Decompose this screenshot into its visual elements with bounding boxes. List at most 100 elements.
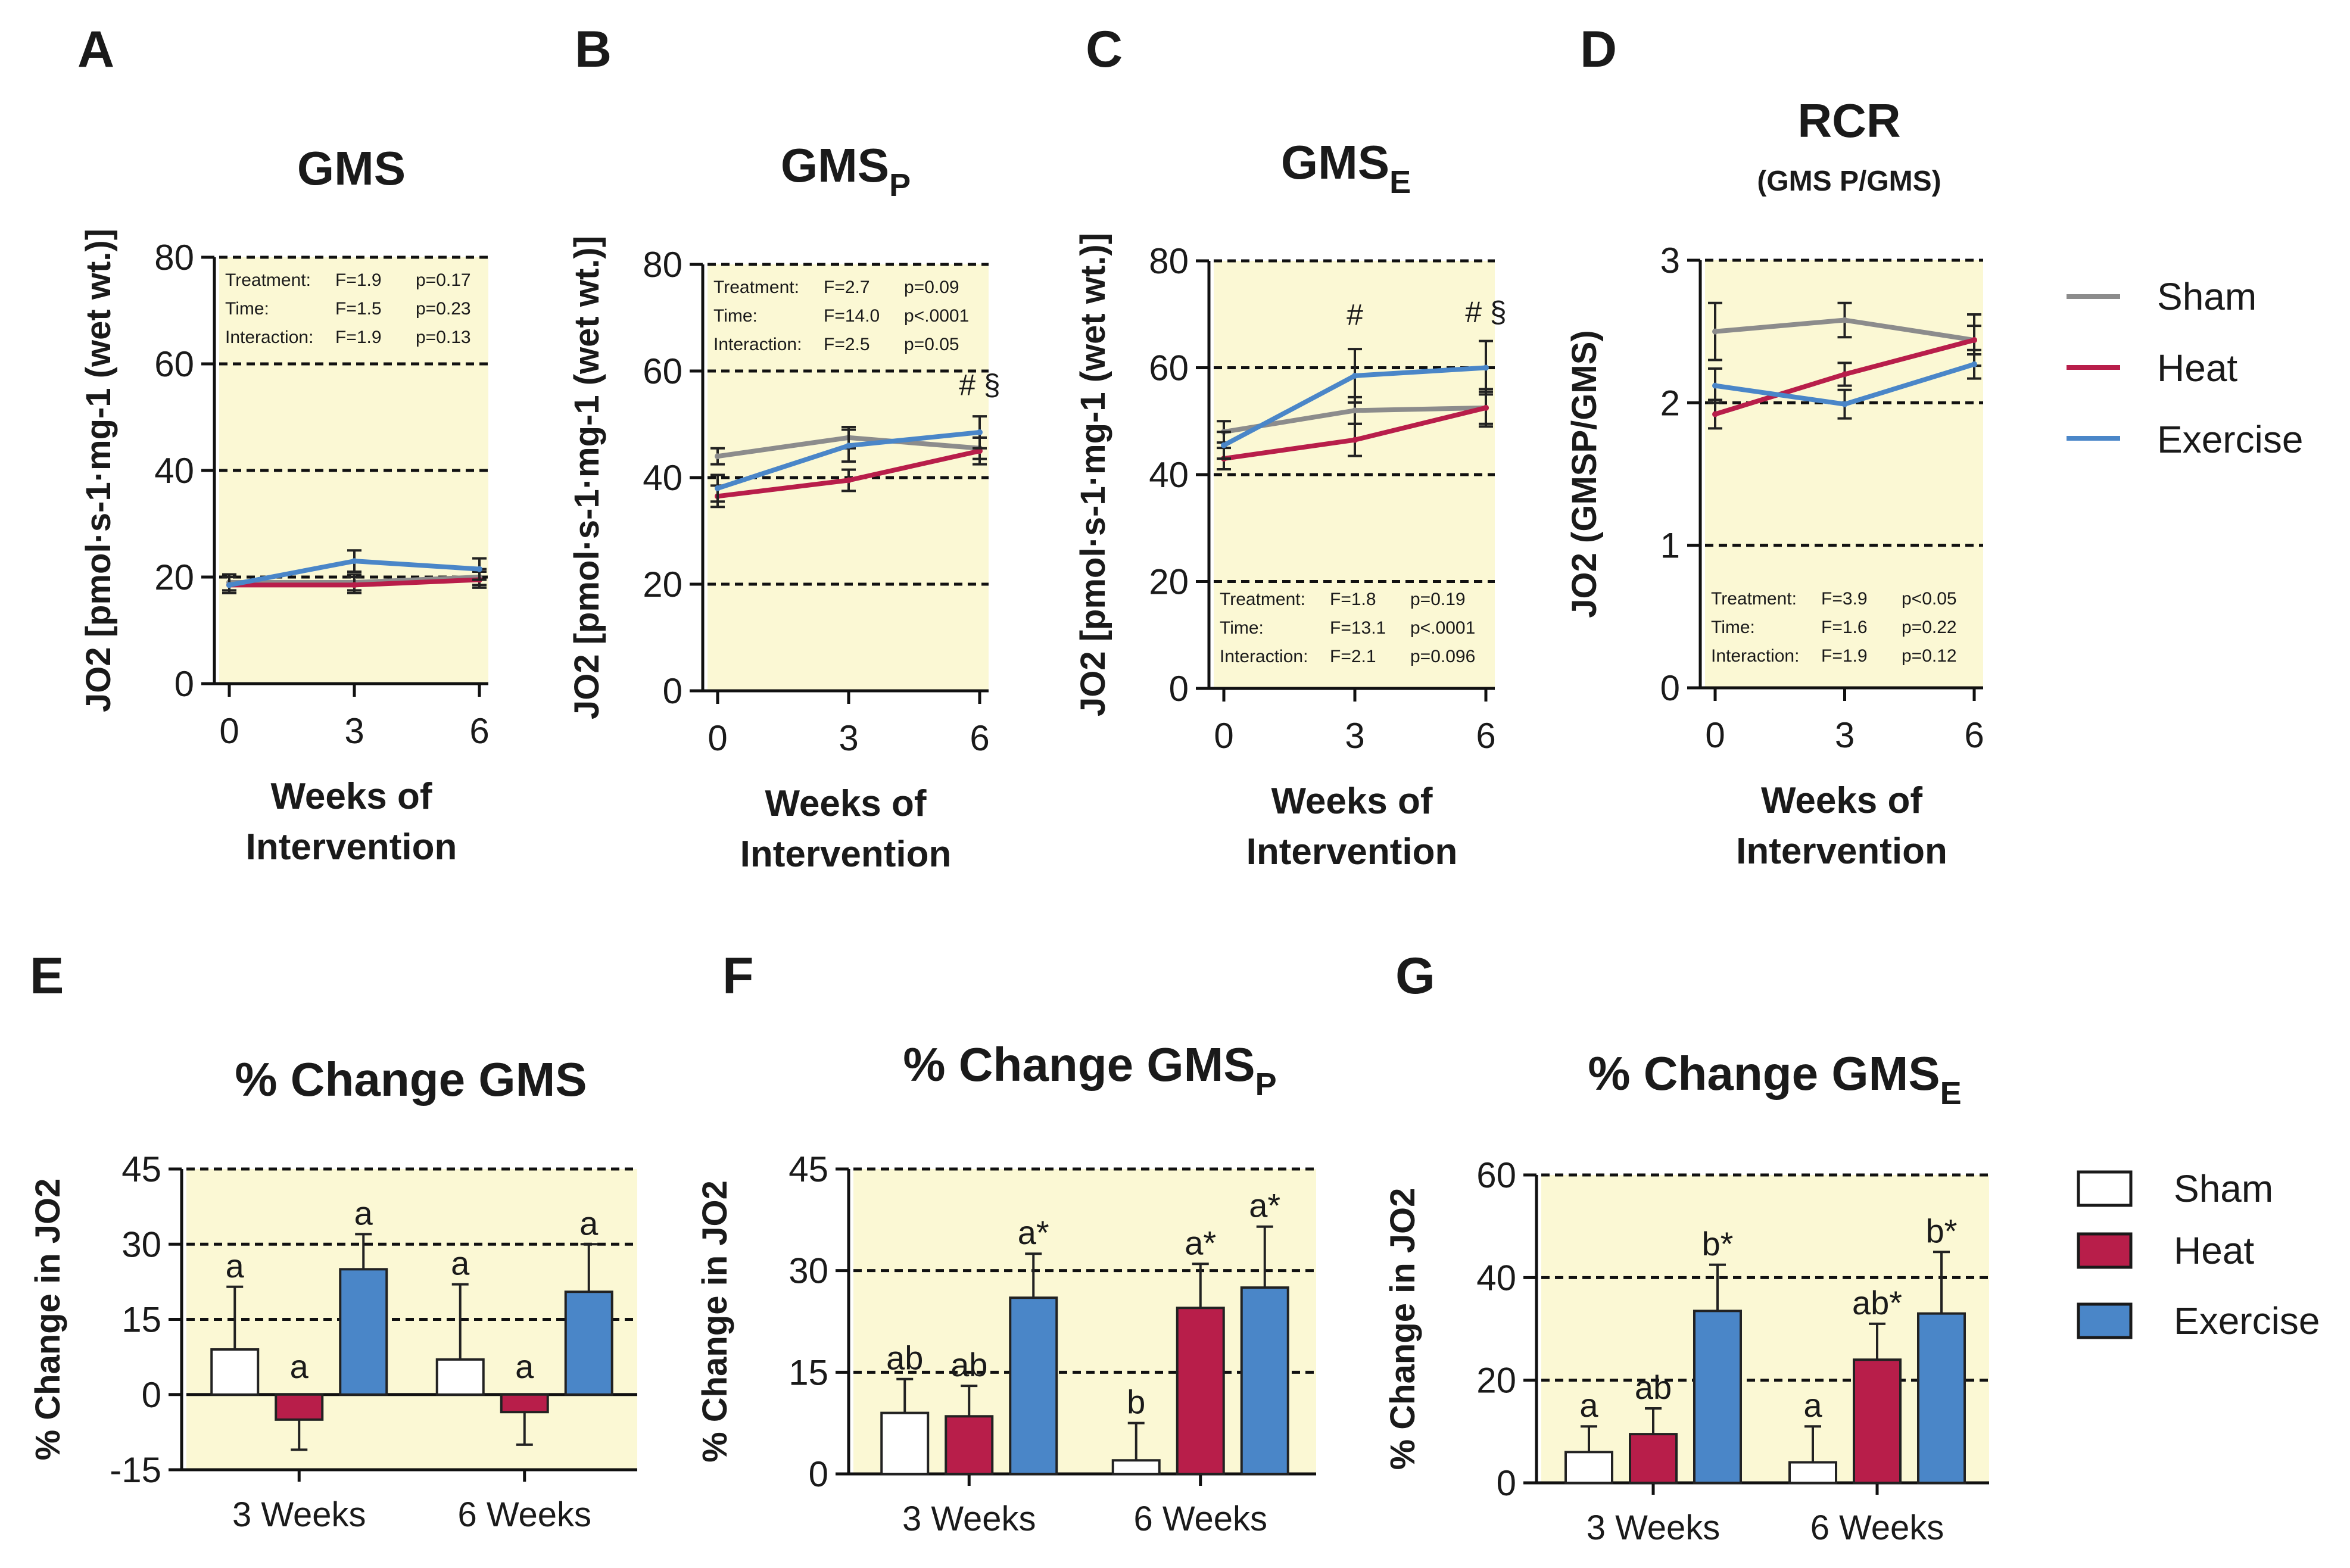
- panel-letter: B: [575, 21, 612, 78]
- y-tick-label: 40: [154, 451, 194, 491]
- bar-significance-label: a: [579, 1204, 599, 1242]
- x-axis-label: Weeks of: [765, 783, 926, 824]
- title-main: GMS: [1281, 136, 1389, 189]
- data-point: [1712, 411, 1718, 417]
- stats-p-value: p=0.22: [1902, 618, 1957, 637]
- significance-mark: #: [1347, 298, 1363, 332]
- data-point: [1221, 442, 1227, 448]
- y-tick-label: 40: [1149, 455, 1189, 495]
- bar-heat: [1176, 1307, 1225, 1475]
- x-axis-label: Weeks of: [270, 776, 432, 817]
- data-point: [1352, 407, 1358, 414]
- panel-title: GMSP: [781, 139, 911, 203]
- y-axis-label: JO2 [pmol·s-1·mg-1 (wet wt.)]: [568, 236, 606, 719]
- bar-significance-label: a: [354, 1194, 373, 1232]
- y-axis-label: % Change in JO2: [1383, 1188, 1422, 1470]
- stats-p-value: p<.0001: [1410, 618, 1475, 638]
- x-axis-label: Weeks of: [1271, 781, 1432, 822]
- data-point: [1712, 382, 1718, 389]
- bar-significance-label: a: [515, 1348, 534, 1385]
- data-point: [1483, 364, 1489, 371]
- y-tick-label: 40: [1476, 1258, 1516, 1298]
- y-tick-label: -15: [110, 1450, 161, 1490]
- stats-label: Interaction:: [1220, 647, 1308, 666]
- stats-label: Time:: [1711, 618, 1755, 637]
- stats-p-value: p=0.19: [1410, 590, 1466, 609]
- legend-bar-exercise: [2077, 1302, 2133, 1339]
- stats-label: Time:: [713, 306, 758, 326]
- data-point: [351, 582, 357, 588]
- panel-letter: F: [722, 947, 754, 1005]
- bar-significance-label: b*: [1926, 1212, 1958, 1249]
- y-tick-label: 0: [174, 664, 194, 704]
- bar-exercise: [1240, 1286, 1289, 1475]
- line-legend: Sham Heat Exercise: [2067, 275, 2303, 461]
- significance-mark: # §: [1465, 295, 1507, 329]
- stats-f-value: F=13.1: [1330, 618, 1386, 638]
- y-tick-label: 0: [663, 671, 682, 711]
- x-tick-label: 3: [1345, 716, 1364, 756]
- stats-f-value: F=2.5: [824, 335, 870, 354]
- significance-mark: # §: [959, 368, 1001, 401]
- x-tick-label: 6: [1476, 716, 1495, 756]
- stats-f-value: F=2.1: [1330, 647, 1376, 666]
- x-tick-label: 3: [839, 718, 858, 758]
- x-tick-label: 6: [1964, 715, 1984, 755]
- stats-p-value: p=0.12: [1902, 646, 1957, 666]
- panel-subtitle: (GMS P/GMS): [1757, 166, 1941, 197]
- bar-significance-label: ab: [950, 1346, 987, 1383]
- stats-p-value: p=0.17: [416, 270, 471, 290]
- y-tick-label: 20: [154, 557, 194, 597]
- stats-f-value: F=1.9: [335, 270, 382, 290]
- plot-background: [1541, 1175, 1989, 1483]
- panel-d: D RCR (GMS P/GMS) 0 1 2 3 JO2 (GMSP/GMS) 0 3 6 Week…: [1565, 21, 1984, 872]
- stats-label: Interaction:: [225, 328, 313, 347]
- panel-letter: D: [1580, 21, 1617, 78]
- bar-significance-label: ab: [886, 1339, 923, 1377]
- stats-f-value: F=1.6: [1821, 618, 1868, 637]
- stats-label: Treatment:: [713, 278, 799, 297]
- x-tick-label: 6: [970, 718, 989, 758]
- stats-label: Time:: [225, 299, 269, 319]
- x-tick-label: 6: [469, 711, 489, 751]
- stats-label: Treatment:: [1220, 590, 1305, 609]
- panel-title: RCR: [1797, 94, 1900, 147]
- bar-significance-label: b*: [1702, 1225, 1734, 1262]
- panel-letter: C: [1086, 21, 1123, 78]
- x-tick-label: 0: [1214, 716, 1233, 756]
- x-axis-label: Weeks of: [1761, 780, 1922, 821]
- panel-letter: E: [30, 947, 64, 1005]
- y-tick-label: 0: [1497, 1463, 1516, 1503]
- panel-title: % Change GMS: [235, 1053, 587, 1106]
- y-axis-label: % Change in JO2: [696, 1180, 734, 1463]
- y-tick-label: 80: [643, 245, 682, 285]
- y-tick-label: 60: [1476, 1155, 1516, 1195]
- bar-exercise: [1917, 1312, 1966, 1484]
- y-tick-label: 30: [788, 1251, 828, 1291]
- data-point: [977, 429, 983, 435]
- stats-p-value: p<0.05: [1902, 589, 1957, 609]
- legend-bar-heat: [2077, 1232, 2133, 1269]
- y-axis-label: JO2 [pmol·s-1·mg-1 (wet wt.)]: [1074, 233, 1112, 716]
- bar-exercise: [339, 1268, 388, 1396]
- bar-heat: [500, 1393, 549, 1414]
- title-subscript: P: [1255, 1067, 1277, 1102]
- data-point: [1352, 437, 1358, 443]
- legend-line-heat-label: Heat: [2157, 347, 2237, 389]
- data-point: [1712, 328, 1718, 335]
- legend-line-sham-label: Sham: [2157, 275, 2257, 318]
- x-tick-label: 3: [1835, 715, 1855, 755]
- bar-sham: [1788, 1461, 1837, 1485]
- y-tick-label: 60: [1149, 348, 1189, 388]
- bar-heat: [945, 1415, 994, 1475]
- x-axis-label: Intervention: [1736, 831, 1947, 872]
- panel-title: GMSE: [1281, 136, 1411, 200]
- title-main: % Change GMS: [903, 1038, 1255, 1091]
- y-tick-label: 30: [121, 1224, 161, 1264]
- bar-significance-label: ab*: [1852, 1284, 1902, 1321]
- panel-title: GMS: [297, 142, 406, 195]
- title-main: % Change GMS: [1588, 1047, 1940, 1100]
- title-subscript: P: [889, 167, 911, 203]
- y-tick-label: 1: [1660, 526, 1680, 566]
